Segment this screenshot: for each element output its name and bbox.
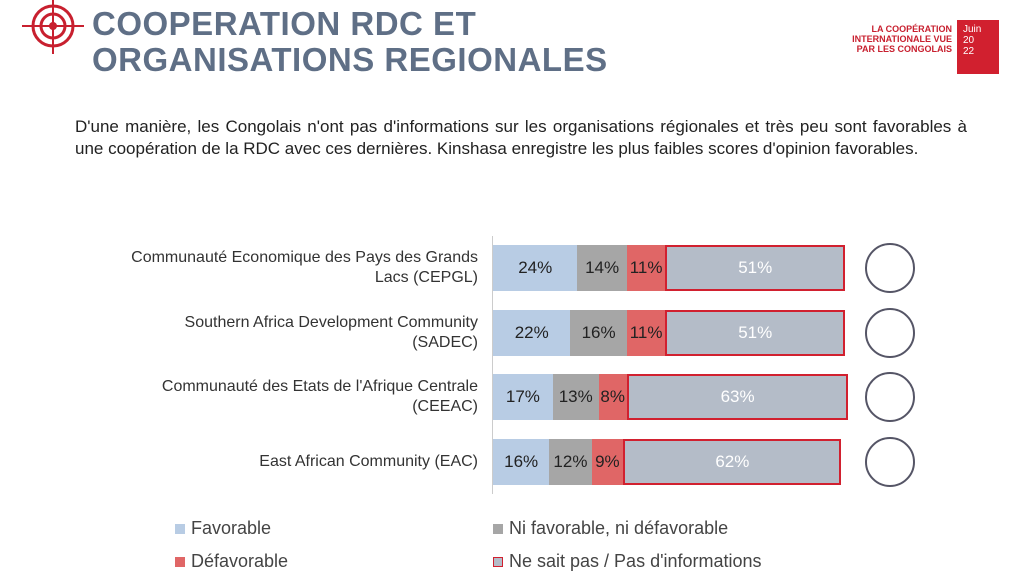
bar-row: 22% 16% 11% 51%	[493, 310, 845, 356]
brand: LA COOPÉRATION INTERNATIONALE VUE PAR LE…	[852, 24, 952, 54]
value-label: 14%	[585, 258, 620, 277]
value-label: 11%	[629, 258, 663, 277]
legend-label: Favorable	[191, 518, 272, 538]
title-line: ORGANISATIONS REGIONALES	[92, 41, 608, 78]
brand-line: INTERNATIONALE VUE	[852, 34, 952, 44]
title: COOPERATION RDC ET ORGANISATIONS REGIONA…	[92, 6, 608, 78]
category-label: Southern Africa Development Community (S…	[128, 310, 478, 356]
category-label: Communauté des Etats de l'Afrique Centra…	[128, 374, 478, 420]
org-logo	[865, 308, 915, 358]
value-label: 12%	[553, 452, 588, 471]
value-label: 62%	[715, 452, 750, 471]
category-text: Communauté Economique des Pays des Grand…	[131, 249, 478, 286]
bar-segment: 51%	[665, 245, 845, 291]
legend-item: Défavorable	[175, 551, 288, 572]
legend-item: Ne sait pas / Pas d'informations	[493, 551, 762, 572]
value-label: 17%	[505, 387, 540, 406]
bar-row: 17% 13% 8% 63%	[493, 374, 849, 420]
legend-swatch	[175, 523, 185, 534]
value-label: 11%	[629, 323, 663, 342]
org-logo	[865, 437, 915, 487]
bar-segment: 11%	[626, 310, 666, 356]
bar-segment: 17%	[493, 374, 553, 420]
bar-segment: 9%	[591, 439, 624, 485]
value-label: 9%	[595, 452, 620, 471]
value-label: 63%	[720, 387, 755, 406]
bar-row: 24% 14% 11% 51%	[493, 245, 845, 291]
bar-row: 16% 12% 9% 62%	[493, 439, 842, 485]
legend-label: Défavorable	[191, 551, 289, 571]
value-label: 24%	[518, 258, 553, 277]
org-logo	[865, 372, 915, 422]
legend-swatch	[175, 556, 185, 567]
bar-segment: 8%	[598, 374, 627, 420]
legend-swatch	[493, 556, 503, 567]
brand-line: PAR LES CONGOLAIS	[856, 44, 952, 54]
bar-segment: 24%	[493, 245, 578, 291]
bar-segment: 16%	[570, 310, 627, 356]
value-label: 22%	[514, 323, 549, 342]
value-label: 16%	[581, 323, 616, 342]
category-text: Communauté des Etats de l'Afrique Centra…	[161, 378, 478, 415]
legend-swatch	[493, 523, 503, 534]
axis-line	[492, 236, 493, 494]
title-line: COOPERATION RDC ET	[92, 5, 477, 42]
date-line: 20	[963, 35, 975, 46]
logo-target	[22, 0, 84, 54]
category-label: East African Community (EAC)	[128, 439, 478, 485]
value-label: 8%	[600, 387, 625, 406]
legend-label: Ne sait pas / Pas d'informations	[509, 551, 762, 571]
date-box: Juin 20 22	[957, 20, 999, 74]
value-label: 51%	[738, 323, 773, 342]
bar-segment: 13%	[552, 374, 599, 420]
bar-segment: 16%	[493, 439, 550, 485]
value-label: 51%	[738, 258, 773, 277]
brand-line: LA COOPÉRATION	[871, 24, 953, 34]
bar-segment: 51%	[665, 310, 845, 356]
category-label: Communauté Economique des Pays des Grand…	[128, 245, 478, 291]
category-text: Southern Africa Development Community (S…	[184, 314, 478, 351]
bar-segment: 14%	[577, 245, 627, 291]
subtitle: D'une manière, les Congolais n'ont pas d…	[75, 117, 967, 158]
org-logo	[865, 243, 915, 293]
bar-segment: 62%	[623, 439, 842, 485]
value-label: 16%	[504, 452, 539, 471]
date-line: 22	[963, 46, 975, 57]
category-text: East African Community (EAC)	[259, 453, 478, 470]
bar-segment: 22%	[493, 310, 571, 356]
value-label: 13%	[558, 387, 593, 406]
bar-segment: 11%	[626, 245, 666, 291]
legend-item: Ni favorable, ni défavorable	[493, 518, 728, 539]
legend-label: Ni favorable, ni défavorable	[509, 518, 729, 538]
date-line: Juin	[963, 24, 982, 35]
legend-item: Favorable	[175, 518, 271, 539]
bar-segment: 63%	[626, 374, 849, 420]
bar-segment: 12%	[549, 439, 592, 485]
